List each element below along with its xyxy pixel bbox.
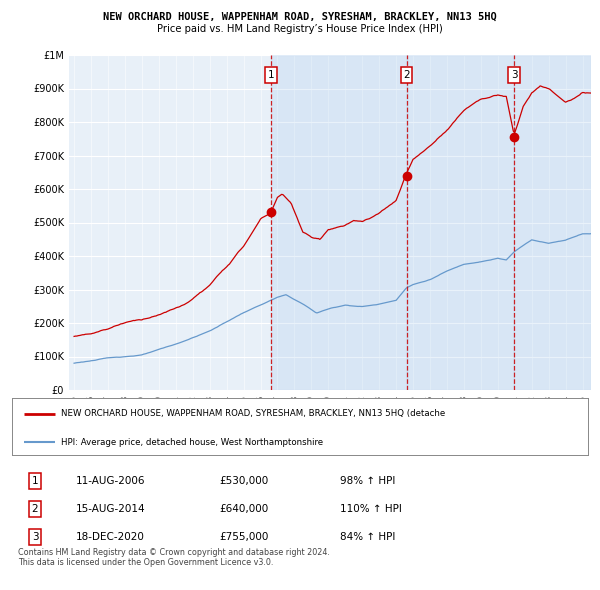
- Text: 3: 3: [32, 532, 38, 542]
- Text: £640,000: £640,000: [220, 504, 269, 514]
- Text: 1: 1: [268, 70, 274, 80]
- Text: 98% ↑ HPI: 98% ↑ HPI: [340, 476, 395, 486]
- Text: £755,000: £755,000: [220, 532, 269, 542]
- Bar: [407, 55, 514, 390]
- Bar: [271, 55, 407, 390]
- Text: 2: 2: [403, 70, 410, 80]
- Text: Price paid vs. HM Land Registry’s House Price Index (HPI): Price paid vs. HM Land Registry’s House …: [157, 24, 443, 34]
- Text: HPI: Average price, detached house, West Northamptonshire: HPI: Average price, detached house, West…: [61, 438, 323, 447]
- Text: 3: 3: [511, 70, 517, 80]
- Text: Contains HM Land Registry data © Crown copyright and database right 2024.
This d: Contains HM Land Registry data © Crown c…: [18, 548, 330, 568]
- Text: 15-AUG-2014: 15-AUG-2014: [76, 504, 145, 514]
- Text: 110% ↑ HPI: 110% ↑ HPI: [340, 504, 402, 514]
- Text: 2: 2: [32, 504, 38, 514]
- Text: £530,000: £530,000: [220, 476, 269, 486]
- Text: 84% ↑ HPI: 84% ↑ HPI: [340, 532, 395, 542]
- Bar: [514, 55, 591, 390]
- Text: 11-AUG-2006: 11-AUG-2006: [76, 476, 145, 486]
- Text: NEW ORCHARD HOUSE, WAPPENHAM ROAD, SYRESHAM, BRACKLEY, NN13 5HQ (detache: NEW ORCHARD HOUSE, WAPPENHAM ROAD, SYRES…: [61, 409, 445, 418]
- Text: NEW ORCHARD HOUSE, WAPPENHAM ROAD, SYRESHAM, BRACKLEY, NN13 5HQ: NEW ORCHARD HOUSE, WAPPENHAM ROAD, SYRES…: [103, 12, 497, 22]
- Text: 1: 1: [32, 476, 38, 486]
- Text: 18-DEC-2020: 18-DEC-2020: [76, 532, 144, 542]
